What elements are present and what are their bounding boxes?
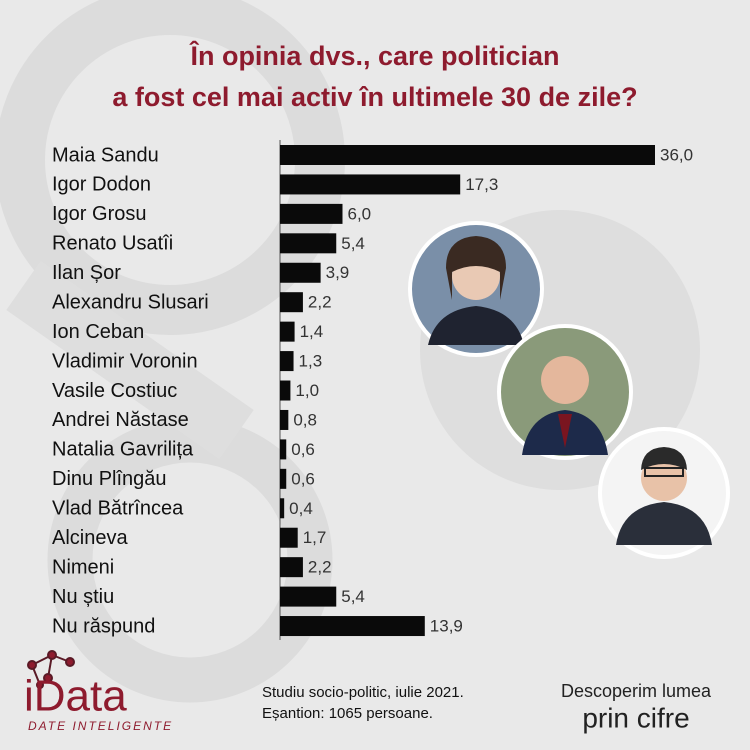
bar xyxy=(280,203,343,224)
value-label: 1,7 xyxy=(303,528,327,547)
bar xyxy=(280,233,337,254)
category-label: Nu răspund xyxy=(52,615,155,637)
category-label: Nu știu xyxy=(52,586,114,608)
bar xyxy=(280,380,291,401)
category-label: Maia Sandu xyxy=(52,144,159,166)
chart-title: a fost cel mai activ în ultimele 30 de z… xyxy=(112,82,637,112)
category-label: Natalia Gavrilița xyxy=(52,439,194,461)
photo xyxy=(598,427,730,559)
slogan: Descoperim lumea xyxy=(561,681,712,701)
brand: iData xyxy=(24,672,127,721)
bar xyxy=(280,468,287,489)
category-label: Alexandru Slusari xyxy=(52,291,209,313)
value-label: 5,4 xyxy=(341,587,365,606)
slogan: prin cifre xyxy=(582,702,689,733)
category-label: Vladimir Voronin xyxy=(52,350,198,372)
category-label: Ilan Șor xyxy=(52,262,121,284)
value-label: 0,6 xyxy=(291,469,315,488)
bar xyxy=(280,292,303,313)
logo-icon xyxy=(27,650,75,689)
value-label: 3,9 xyxy=(326,263,350,282)
category-label: Ion Ceban xyxy=(52,321,144,343)
value-label: 5,4 xyxy=(341,234,365,253)
value-label: 0,6 xyxy=(291,440,315,459)
photo xyxy=(497,324,633,460)
value-label: 1,4 xyxy=(300,322,324,341)
source-note: Studiu socio-politic, iulie 2021. xyxy=(262,684,464,701)
bar xyxy=(280,409,289,430)
brand-tagline: DATE INTELIGENTE xyxy=(28,719,173,733)
bar xyxy=(280,527,298,548)
bar xyxy=(280,586,337,607)
category-label: Vlad Bătrîncea xyxy=(52,498,184,520)
bar xyxy=(280,557,303,578)
bar xyxy=(280,174,461,195)
category-label: Renato Usatîi xyxy=(52,233,173,255)
value-label: 1,3 xyxy=(299,352,323,371)
value-label: 2,2 xyxy=(308,558,332,577)
value-label: 1,0 xyxy=(295,381,319,400)
category-label: Dinu Plîngău xyxy=(52,468,167,490)
value-label: 0,8 xyxy=(293,410,317,429)
value-label: 0,4 xyxy=(289,499,313,518)
category-label: Andrei Năstase xyxy=(52,409,189,431)
value-label: 6,0 xyxy=(348,204,372,223)
bar xyxy=(280,145,655,165)
category-label: Nimeni xyxy=(52,556,114,578)
bar xyxy=(280,498,285,519)
category-label: Alcineva xyxy=(52,527,128,549)
value-label: 17,3 xyxy=(465,175,498,194)
value-label: 2,2 xyxy=(308,293,332,312)
category-label: Igor Dodon xyxy=(52,174,151,196)
sample-note: Eșantion: 1065 persoane. xyxy=(262,705,433,722)
category-label: Igor Grosu xyxy=(52,203,146,225)
bar xyxy=(280,262,321,283)
photo xyxy=(408,221,544,357)
value-label: 13,9 xyxy=(430,617,463,636)
value-label: 36,0 xyxy=(660,145,693,164)
bar xyxy=(280,439,287,460)
bar xyxy=(280,616,425,637)
chart-title: În opinia dvs., care politician xyxy=(188,40,559,71)
bar xyxy=(280,321,295,342)
bar xyxy=(280,351,294,372)
category-label: Vasile Costiuc xyxy=(52,380,177,402)
